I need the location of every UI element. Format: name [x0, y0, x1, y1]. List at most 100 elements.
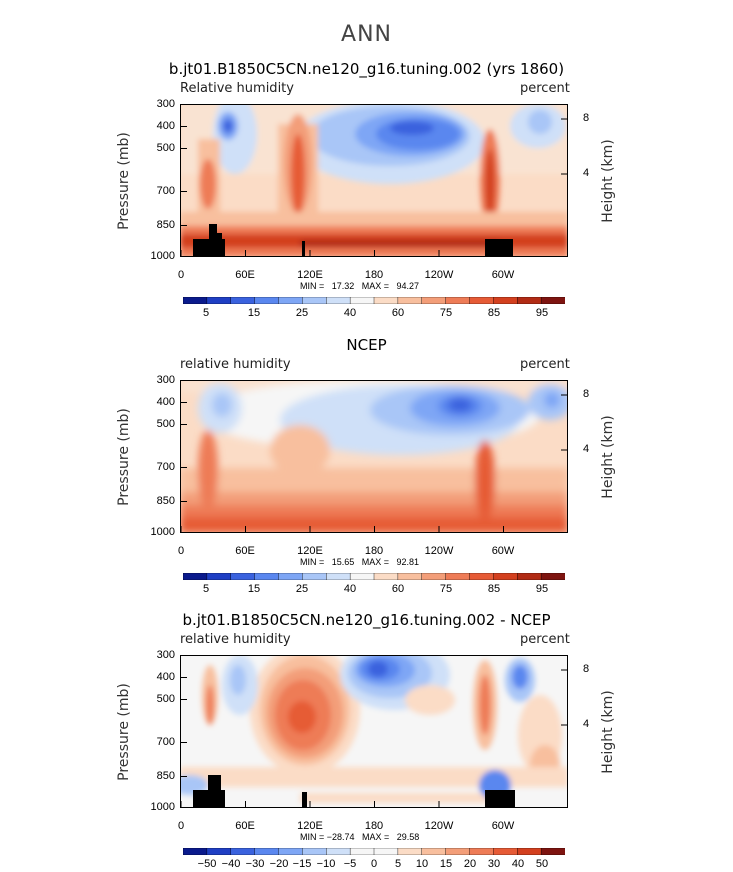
colorbar-swatch — [517, 297, 542, 304]
panel-2-colorbar-label-40: 40 — [343, 583, 357, 595]
panel-3-colorbar-label-50: 50 — [535, 858, 549, 870]
panel-1-pressure-tick-850: 850 — [156, 219, 175, 231]
colorbar-swatch — [278, 573, 303, 580]
panel-2-colorbar-label-95: 95 — [535, 583, 549, 595]
colorbar-swatch — [254, 848, 280, 855]
colorbar-swatch — [421, 573, 447, 580]
panel-3-pressure-axis-title: Pressure (mb) — [116, 683, 132, 781]
panel-2-x-tick-60e: 60E — [235, 545, 255, 557]
panel-2-x-tick-180: 180 — [364, 545, 384, 557]
panel-1-x-tick-60e: 60E — [235, 269, 255, 281]
colorbar-swatch — [445, 573, 471, 580]
colorbar-swatch — [278, 297, 303, 304]
colorbar-swatch — [397, 573, 423, 580]
panel-2-title: NCEP — [346, 336, 387, 354]
panel-3-variable-label: relative humidity — [180, 632, 291, 647]
panel-1-colorbar-label-15: 15 — [247, 307, 261, 319]
colorbar-swatch — [517, 573, 542, 580]
colorbar-swatch — [469, 573, 494, 580]
colorbar-swatch — [421, 297, 447, 304]
colorbar-swatch — [183, 297, 208, 304]
colorbar-swatch — [206, 848, 232, 855]
panel-3-colorbar-label-20: 20 — [463, 858, 477, 870]
colorbar-swatch — [493, 573, 518, 580]
panel-2-height-axis-title: Height (km) — [600, 415, 616, 499]
panel-1-variable-label: Relative humidity — [180, 81, 294, 96]
panel-1-x-tick-120e: 120E — [297, 269, 323, 281]
panel-2-contour-plot — [180, 380, 568, 533]
colorbar-swatch — [349, 848, 375, 855]
colorbar-swatch — [254, 297, 280, 304]
panel-1-pressure-tick-500: 500 — [156, 142, 175, 154]
panel-1-pressure-tick-1000: 1000 — [150, 250, 175, 262]
colorbar-swatch — [302, 573, 327, 580]
panel-3-colorbar-label-0: 0 — [370, 858, 378, 870]
colorbar-swatch — [517, 848, 542, 855]
panel-2-height-tick-4: 4 — [583, 443, 590, 455]
colorbar-swatch — [206, 573, 232, 580]
colorbar-swatch — [445, 848, 471, 855]
colorbar-swatch — [326, 297, 351, 304]
panel-1-x-tick-0: 0 — [177, 269, 185, 281]
colorbar-swatch — [183, 573, 208, 580]
panel-3-height-axis-title: Height (km) — [600, 690, 616, 774]
panel-3-colorbar-label-m50: −50 — [197, 858, 217, 870]
colorbar-swatch — [540, 297, 565, 304]
colorbar-swatch — [469, 297, 494, 304]
colorbar-swatch — [540, 848, 565, 855]
panel-3-contour-plot — [180, 655, 568, 808]
panel-2-pressure-tick-500: 500 — [156, 418, 175, 430]
colorbar-swatch — [349, 573, 375, 580]
colorbar-swatch — [183, 848, 208, 855]
panel-2-colorbar-label-5: 5 — [202, 583, 210, 595]
panel-1-height-axis-title: Height (km) — [600, 139, 616, 223]
panel-2-colorbar-label-60: 60 — [391, 583, 405, 595]
panel-3-pressure-tick-300: 300 — [156, 649, 175, 661]
panel-2-pressure-tick-850: 850 — [156, 495, 175, 507]
panel-2-colorbar-label-85: 85 — [487, 583, 501, 595]
panel-3-colorbar-label-m30: −30 — [245, 858, 265, 870]
panel-2-height-tick-8: 8 — [583, 388, 590, 400]
panel-3-colorbar — [183, 848, 565, 855]
panel-3-colorbar-label-40: 40 — [511, 858, 525, 870]
panel-1-height-tick-8: 8 — [583, 112, 590, 124]
panel-1-colorbar-label-95: 95 — [535, 307, 549, 319]
panel-1-pressure-axis-title: Pressure (mb) — [116, 132, 132, 230]
panel-2-pressure-tick-700: 700 — [156, 461, 175, 473]
colorbar-swatch — [230, 848, 256, 855]
colorbar-swatch — [230, 297, 256, 304]
colorbar-swatch — [493, 297, 518, 304]
colorbar-swatch — [469, 848, 494, 855]
page-title: ANN — [341, 22, 392, 47]
panel-1-colorbar — [183, 297, 565, 304]
colorbar-swatch — [397, 848, 423, 855]
panel-3-colorbar-label-m40: −40 — [221, 858, 241, 870]
panel-3-pressure-tick-500: 500 — [156, 693, 175, 705]
panel-1-pressure-tick-700: 700 — [156, 185, 175, 197]
panel-3-x-tick-120w: 120W — [424, 820, 454, 832]
panel-1-x-tick-60w: 60W — [491, 269, 515, 281]
panel-3-colorbar-label-10: 10 — [415, 858, 429, 870]
colorbar-swatch — [278, 848, 303, 855]
panel-1-colorbar-label-60: 60 — [391, 307, 405, 319]
panel-1-x-tick-120w: 120W — [424, 269, 454, 281]
panel-1-colorbar-label-75: 75 — [439, 307, 453, 319]
panel-3-pressure-tick-1000: 1000 — [150, 801, 175, 813]
panel-2-x-tick-0: 0 — [177, 545, 185, 557]
panel-3-x-tick-0: 0 — [177, 820, 185, 832]
colorbar-swatch — [206, 297, 232, 304]
panel-3-min-max: MIN = −28.74 MAX = 29.58 — [300, 832, 420, 842]
panel-1-height-tick-4: 4 — [583, 167, 590, 179]
panel-3-pressure-tick-400: 400 — [156, 671, 175, 683]
panel-3-colorbar-label-m5: −5 — [343, 858, 357, 870]
panel-3-colorbar-label-m10: −10 — [316, 858, 336, 870]
colorbar-swatch — [397, 297, 423, 304]
panel-1-pressure-tick-300: 300 — [156, 98, 175, 110]
panel-3-x-tick-120e: 120E — [297, 820, 323, 832]
colorbar-swatch — [254, 573, 280, 580]
panel-3-pressure-tick-850: 850 — [156, 770, 175, 782]
panel-3-colorbar-label-m20: −20 — [269, 858, 289, 870]
panel-2-variable-label: relative humidity — [180, 357, 291, 372]
colorbar-swatch — [326, 573, 351, 580]
panel-2-pressure-axis-title: Pressure (mb) — [116, 408, 132, 506]
